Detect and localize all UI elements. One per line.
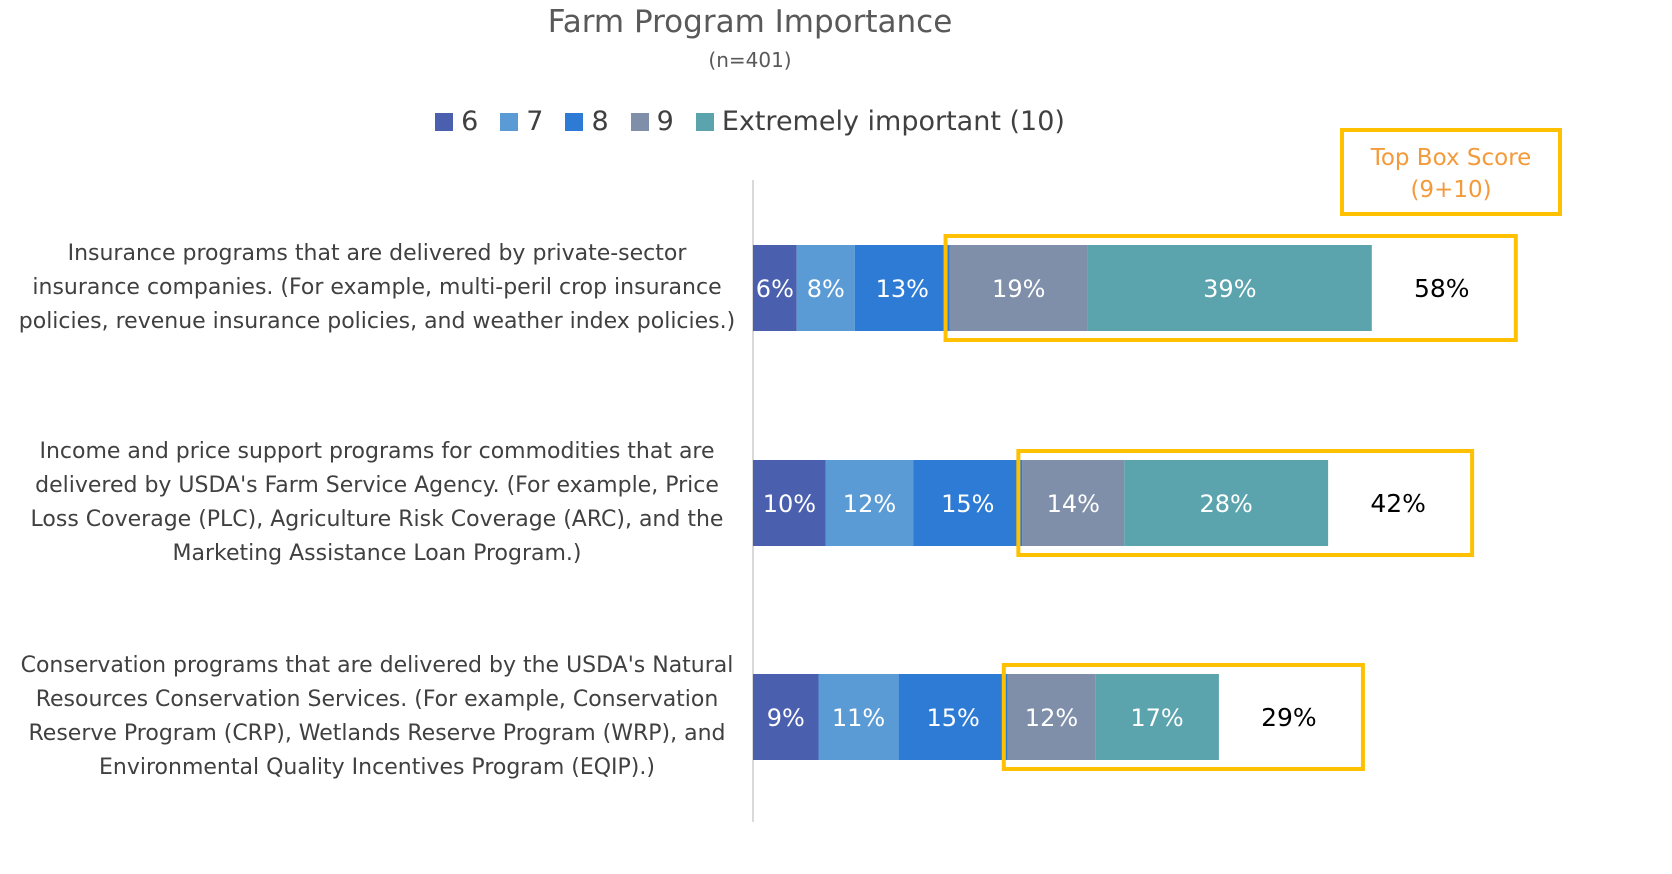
bar-segment [854,245,950,331]
data-label: 39% [1203,275,1256,303]
legend-swatch [435,112,454,131]
data-label: 12% [843,490,896,518]
data-label: 17% [1130,704,1183,732]
bar-segment [913,460,1023,546]
legend-label: 8 [591,106,609,137]
bar-segment [818,674,899,760]
top-box-value: 58% [1414,274,1470,303]
legend-label: 7 [526,106,544,137]
data-label: 8% [807,275,845,303]
top-box-value: 29% [1261,703,1317,732]
bar-segment [796,245,855,331]
bar-segment [1095,674,1219,760]
legend: 6 7 8 9 Extremely important (10) [0,106,1500,137]
legend-label: Extremely important (10) [721,106,1065,137]
bar-segment [753,674,819,760]
top-box-title: Top Box Score (9+10) [1340,128,1562,216]
data-label: 28% [1200,490,1253,518]
legend-label: 6 [461,106,479,137]
legend-label: 9 [656,106,674,137]
data-label: 10% [763,490,816,518]
top-box-value: 42% [1370,489,1426,518]
legend-swatch [565,112,584,131]
data-label: 11% [832,704,885,732]
category-label: Income and price support programs for co… [30,439,724,566]
bar-segment [1124,460,1329,546]
bar-segment [949,245,1088,331]
bar-segment [825,460,914,546]
data-label: 15% [941,490,994,518]
top-box-frame [943,234,1518,342]
bar-segment [753,245,797,331]
bar-segment [1087,245,1372,331]
data-label: 13% [876,275,929,303]
category-label: Conservation programs that are delivered… [20,653,734,780]
legend-item: 8 [565,106,609,137]
chart-title: Farm Program Importance [547,4,953,40]
legend-swatch [500,112,519,131]
top-box-frame [1016,449,1475,557]
legend-item: 6 [435,106,478,137]
legend-item: Extremely important (10) [695,106,1065,137]
top-box-frame [1001,663,1365,771]
data-label: 14% [1047,490,1100,518]
bar-segment [1022,460,1125,546]
bar-segment [898,674,1008,760]
data-label: 19% [992,275,1045,303]
chart-subtitle: (n=401) [708,48,792,72]
legend-item: 7 [500,106,543,137]
category-label: Insurance programs that are delivered by… [18,241,736,334]
legend-swatch [695,112,714,131]
legend-swatch [630,112,649,131]
bar-segment [753,460,826,546]
bar-segment [1007,674,1096,760]
data-label: 9% [767,704,805,732]
data-label: 15% [927,704,980,732]
legend-item: 9 [630,106,674,137]
data-label: 12% [1025,704,1078,732]
data-label: 6% [756,275,794,303]
